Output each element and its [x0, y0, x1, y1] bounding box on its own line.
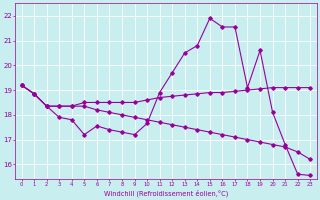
X-axis label: Windchill (Refroidissement éolien,°C): Windchill (Refroidissement éolien,°C) — [104, 189, 228, 197]
